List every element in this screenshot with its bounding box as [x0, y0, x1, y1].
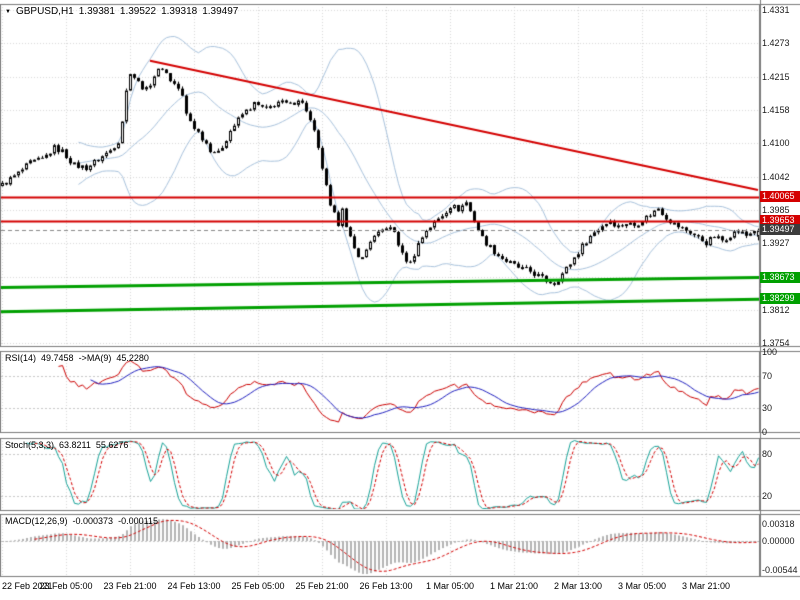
- price-badge-resistance-1: 1.40065: [760, 191, 800, 202]
- macd-signal-value: -0.000115: [118, 516, 158, 526]
- rsi-ma-name: ->MA(9): [78, 353, 112, 363]
- rsi-ma-value: 45.2280: [116, 353, 149, 363]
- time-axis-label: 23 Feb 05:00: [39, 581, 93, 591]
- time-axis-label: 3 Mar 05:00: [617, 581, 667, 591]
- time-axis-label: 22 Feb 2021: [2, 581, 53, 591]
- price-axis-label: 1.4100: [762, 138, 790, 148]
- time-axis-label: 26 Feb 13:00: [359, 581, 413, 591]
- rsi-indicator-label: RSI(14) 49.7458 ->MA(9) 45.2280: [5, 353, 149, 363]
- macd-value: -0.000373: [72, 516, 114, 526]
- stoch-value: 63.8211: [59, 440, 91, 450]
- time-axis-label: 24 Feb 13:00: [167, 581, 221, 591]
- rsi-name: RSI(14): [5, 353, 37, 363]
- rsi-axis-label: 0: [762, 427, 768, 437]
- price-axis-label: 1.4273: [762, 38, 790, 48]
- rsi-axis-label: 100: [762, 347, 778, 357]
- rsi-axis-label: 30: [762, 403, 773, 413]
- macd-indicator-label: MACD(12,26,9) -0.000373 -0.000115: [5, 516, 158, 526]
- ohlc-open: 1.39381: [78, 6, 115, 17]
- ohlc-high: 1.39522: [119, 6, 157, 17]
- price-axis-label: 1.4158: [762, 105, 790, 115]
- rsi-value: 49.7458: [41, 353, 74, 363]
- time-axis-label: 1 Mar 21:00: [489, 581, 539, 591]
- price-axis-label: 1.3812: [762, 305, 790, 315]
- ohlc-low: 1.39318: [161, 6, 198, 17]
- price-axis-label: 1.4215: [762, 72, 790, 82]
- time-axis-label: 1 Mar 05:00: [425, 581, 475, 591]
- price-axis-label: 1.3927: [762, 238, 790, 248]
- macd-name: MACD(12,26,9): [5, 516, 68, 526]
- symbol-timeframe-label: GBPUSD,H1: [15, 6, 74, 17]
- chart-dropdown-arrow-icon: ▼: [5, 8, 11, 15]
- macd-axis-label: 0.00000: [762, 536, 795, 546]
- price-badge-current-price: 1.39497: [760, 224, 800, 235]
- ohlc-close: 1.39497: [202, 6, 239, 17]
- price-axis-label: 1.4331: [762, 5, 790, 15]
- time-axis-label: 2 Mar 13:00: [553, 581, 603, 591]
- stochastic-axis-label: 80: [762, 449, 773, 459]
- stochastic-axis-label: 20: [762, 491, 773, 501]
- chart-title: ▼ GBPUSD,H1 1.39381 1.39522 1.39318 1.39…: [5, 6, 238, 17]
- time-axis-label: 3 Mar 21:00: [681, 581, 731, 591]
- stoch-name: Stoch(5,3,3): [5, 440, 55, 450]
- macd-axis-label: -0.00544: [762, 565, 798, 575]
- time-axis-label: 25 Feb 21:00: [295, 581, 349, 591]
- price-axis-label: 1.4042: [762, 172, 790, 182]
- price-badge-support-2: 1.38299: [760, 293, 800, 304]
- stochastic-indicator-label: Stoch(5,3,3) 63.8211 55.6276: [5, 440, 128, 450]
- time-axis-label: 23 Feb 21:00: [103, 581, 157, 591]
- price-axis-label: 1.3985: [762, 205, 790, 215]
- stoch-signal-value: 55.6276: [95, 440, 129, 450]
- price-badge-support-1: 1.38673: [760, 272, 800, 283]
- rsi-axis-label: 70: [762, 371, 773, 381]
- price-badge-resistance-2: 1.39653: [760, 215, 800, 226]
- price-axis-label: 1.3754: [762, 338, 790, 348]
- time-axis-label: 25 Feb 05:00: [231, 581, 285, 591]
- macd-axis-label: 0.00318: [762, 519, 795, 529]
